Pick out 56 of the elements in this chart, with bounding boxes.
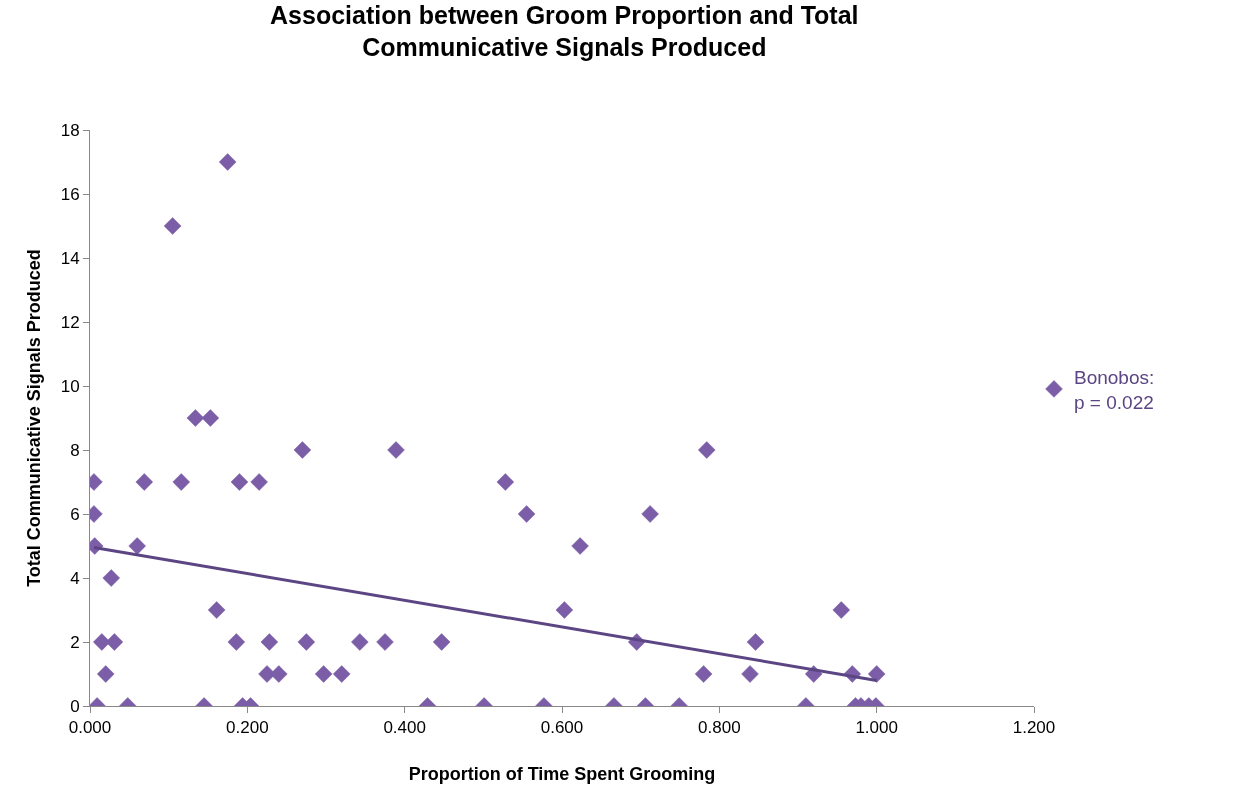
y-tick-label: 14 (60, 248, 80, 268)
point (496, 473, 515, 491)
point (201, 409, 220, 427)
legend-label: Bonobos: p = 0.022 (1074, 366, 1155, 413)
point (641, 505, 659, 523)
point (93, 633, 111, 651)
x-tick-label: 1.200 (1012, 718, 1056, 738)
point (517, 505, 536, 523)
y-tick-label: 8 (70, 440, 80, 460)
point (694, 665, 713, 683)
point (270, 665, 288, 683)
point (293, 441, 312, 459)
point (867, 665, 886, 683)
point (97, 665, 115, 683)
x-tick-label: 1.000 (855, 718, 898, 738)
point (376, 633, 394, 651)
y-tick-label: 10 (60, 376, 80, 396)
y-tick-label: 12 (60, 312, 80, 332)
x-tick-label: 0.200 (226, 718, 269, 738)
y-tick-label: 0 (70, 696, 80, 716)
x-tick-label: 0.800 (698, 718, 741, 738)
x-tick-label: 0.600 (540, 718, 584, 738)
point (186, 409, 205, 427)
point (230, 473, 249, 491)
point (135, 473, 153, 491)
point (698, 441, 716, 459)
point (333, 665, 351, 683)
point (218, 153, 237, 171)
y-tick-label: 4 (70, 568, 80, 588)
point (260, 633, 279, 651)
x-tick-label: 0.400 (383, 718, 426, 738)
point (250, 473, 268, 491)
y-tick-label: 16 (60, 184, 80, 204)
point (571, 537, 589, 555)
point (128, 537, 146, 555)
point (314, 665, 333, 683)
point (387, 441, 405, 459)
point (555, 601, 574, 619)
point (102, 569, 120, 587)
x-tick-label: 0.000 (68, 718, 112, 738)
y-tick-label: 18 (60, 120, 80, 140)
chart-title: Association between Groom Proportion and Total Communicative Signals Produced (270, 0, 859, 62)
point (746, 633, 765, 651)
point (297, 633, 316, 651)
point (432, 633, 451, 651)
point (163, 217, 182, 235)
point (351, 633, 369, 651)
y-axis-title: Total Communicative Signals Produced (23, 249, 44, 587)
x-axis-title: Proportion of Time Spent Grooming (408, 763, 716, 784)
point (832, 601, 850, 619)
point (741, 665, 759, 683)
y-tick-label: 6 (70, 504, 80, 524)
point (227, 633, 246, 651)
y-tick-label: 2 (70, 632, 80, 652)
point (207, 601, 226, 619)
point (172, 473, 190, 491)
